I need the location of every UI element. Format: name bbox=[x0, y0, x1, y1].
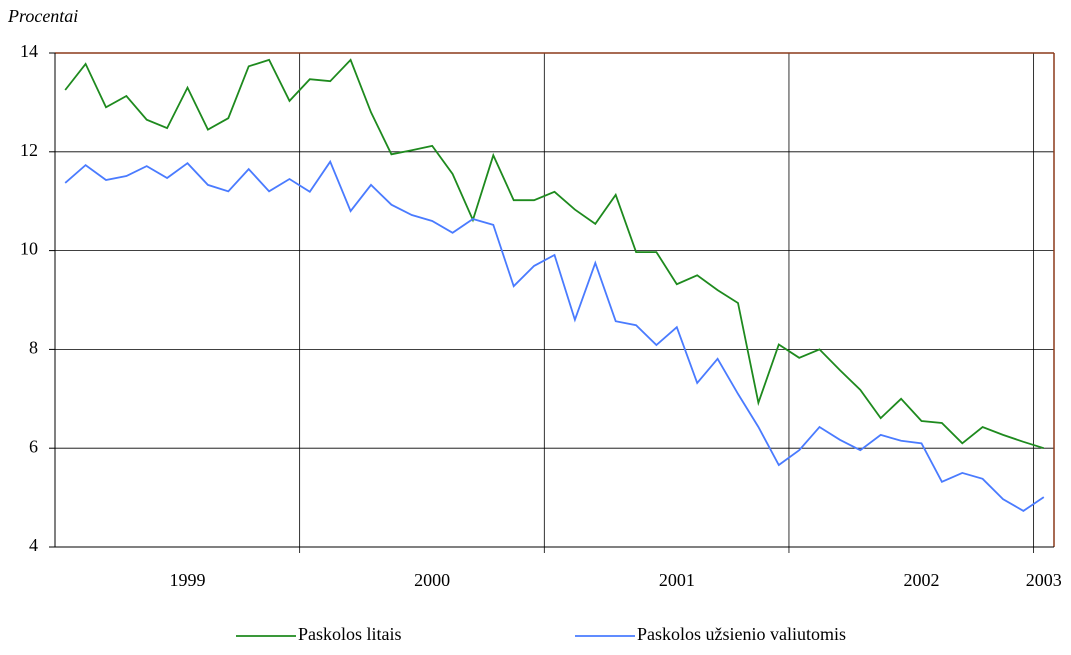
x-tick-label: 1999 bbox=[170, 570, 206, 590]
y-tick-label: 8 bbox=[29, 338, 38, 358]
x-tick-label: 2003 bbox=[1026, 570, 1062, 590]
y-axis-label: Procentai bbox=[7, 6, 78, 26]
x-tick-label: 2001 bbox=[659, 570, 695, 590]
legend-label: Paskolos litais bbox=[298, 624, 402, 644]
series-line bbox=[64, 159, 1045, 512]
x-tick-label: 2002 bbox=[903, 570, 939, 590]
y-tick-label: 6 bbox=[29, 436, 38, 456]
y-tick-label: 4 bbox=[29, 535, 38, 555]
y-tick-label: 10 bbox=[20, 239, 38, 259]
y-tick-label: 14 bbox=[20, 41, 38, 61]
y-tick-label: 12 bbox=[20, 140, 38, 160]
legend-label: Paskolos užsienio valiutomis bbox=[637, 624, 846, 644]
series-line bbox=[64, 58, 1045, 450]
x-tick-label: 2000 bbox=[414, 570, 450, 590]
